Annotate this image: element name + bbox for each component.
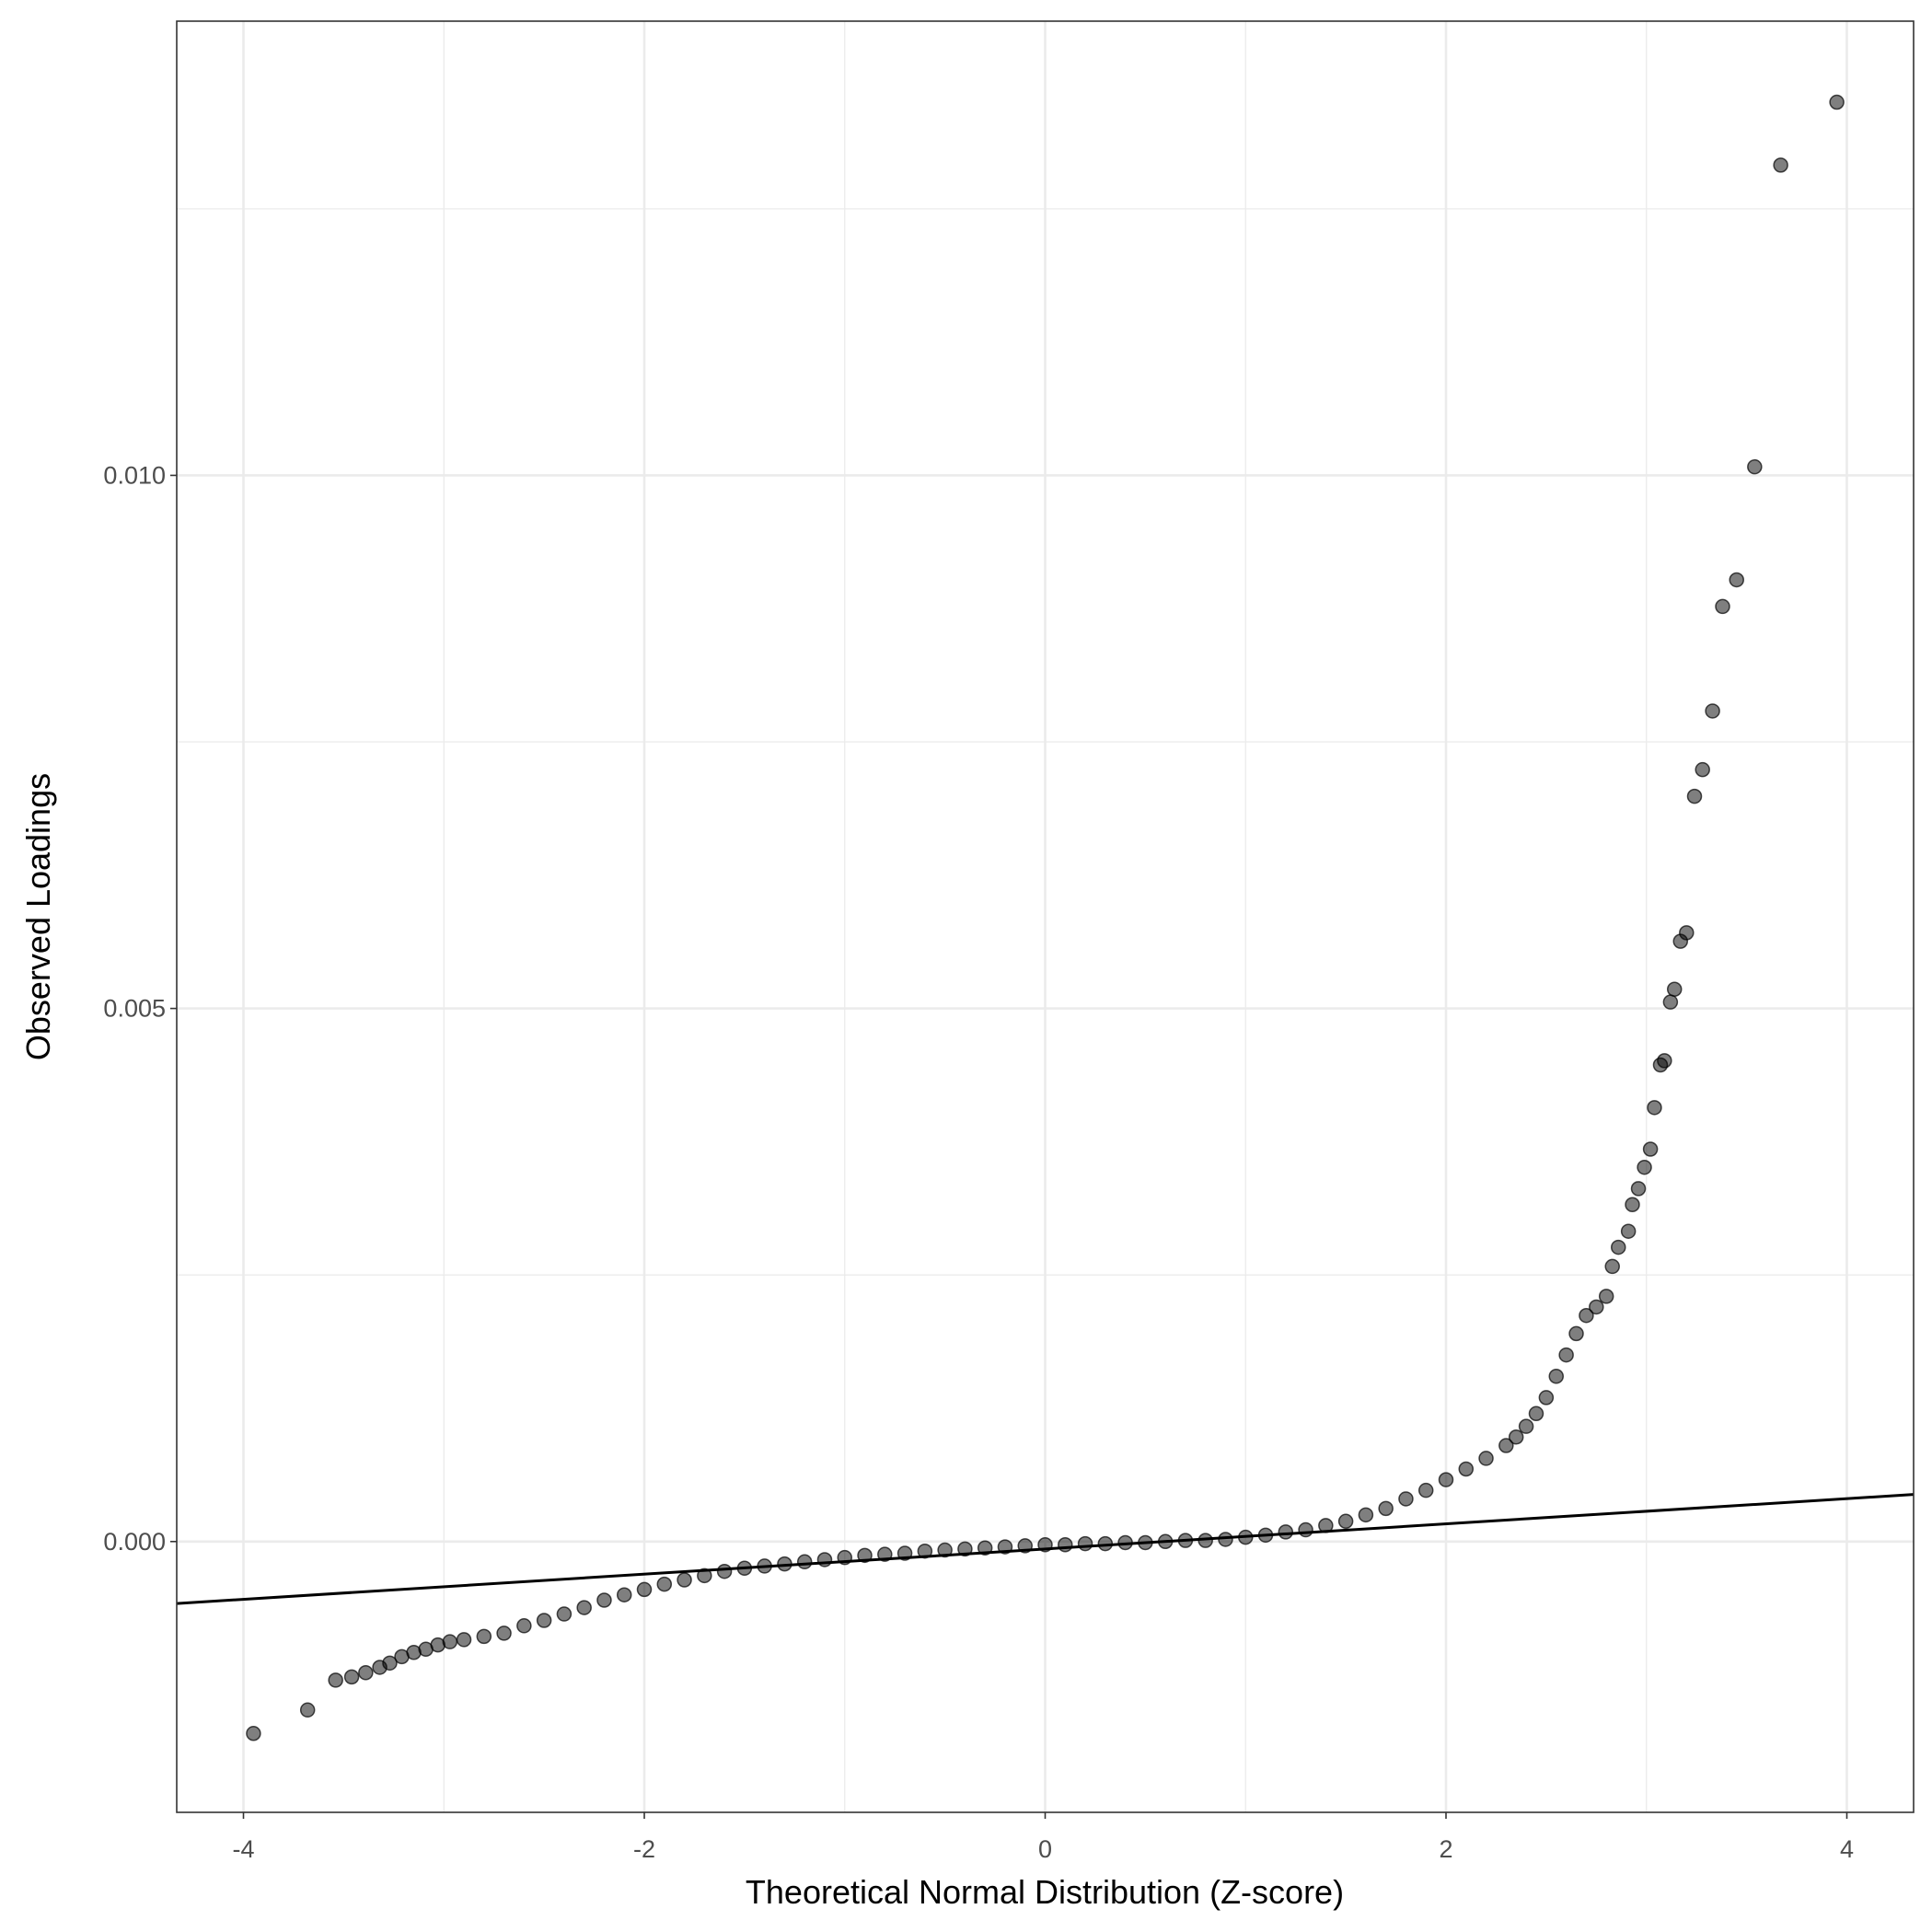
point [1398,1491,1414,1507]
point [382,1655,398,1672]
point [1729,572,1744,588]
point [1558,1347,1574,1363]
point [1604,1258,1620,1275]
point [1630,1181,1647,1197]
point [1647,1100,1662,1116]
point [442,1634,458,1649]
point [917,1543,933,1559]
point [796,1554,813,1570]
point [1508,1429,1524,1445]
point [596,1592,612,1608]
point [1679,925,1695,941]
reference-line [176,1493,1915,1605]
x-tick-label: 2 [1439,1835,1452,1863]
y-tick-label: 0.000 [103,1528,166,1556]
point [937,1542,953,1558]
point [1058,1537,1073,1553]
point [1747,458,1763,475]
point [536,1613,552,1628]
x-tick-label: -4 [233,1835,255,1863]
point [343,1669,360,1685]
point [1589,1299,1604,1315]
point [1642,1141,1659,1157]
point [1298,1521,1313,1538]
point [677,1572,692,1588]
point [1620,1223,1637,1239]
point [328,1672,343,1688]
point [1417,1482,1434,1498]
point [1686,788,1703,804]
point [1337,1513,1354,1530]
point [1378,1500,1394,1517]
point [1662,994,1679,1010]
point [1598,1289,1614,1304]
point [1625,1197,1640,1212]
overlay [176,1493,1915,1605]
x-tick-label: 4 [1840,1835,1854,1863]
point [1548,1368,1565,1384]
point [616,1587,632,1602]
point [1829,94,1845,110]
point [1579,1307,1594,1324]
point [1218,1532,1233,1547]
point [1528,1406,1544,1422]
point [1695,761,1710,778]
point [1715,598,1730,615]
point [1358,1507,1374,1523]
y-tick-label: 0.010 [103,461,166,489]
point [1568,1325,1584,1342]
x-axis-title: Theoretical Normal Distribution (Z-score… [746,1873,1344,1911]
point [1637,1159,1652,1175]
point [1077,1535,1093,1552]
point [1438,1472,1454,1487]
point [358,1665,374,1681]
point [246,1726,261,1741]
point [697,1568,712,1584]
point [656,1576,673,1592]
point [1498,1438,1514,1453]
axes: -4 -2 0 2 4 0.000 0.005 0.010 [103,461,1854,1863]
point [1538,1390,1555,1406]
point [636,1581,653,1598]
x-tick-label: 0 [1038,1835,1052,1863]
point [299,1702,316,1718]
point [1458,1461,1475,1477]
point [1478,1451,1494,1466]
point [1518,1418,1534,1434]
point [1657,1053,1672,1069]
point [476,1628,492,1645]
point [1773,157,1788,173]
y-tick-label: 0.005 [103,995,166,1023]
point [1278,1524,1294,1540]
point [576,1600,592,1615]
point [516,1618,532,1634]
y-axis-title: Observed Loadings [19,773,57,1060]
point [1666,981,1683,998]
points [246,94,1845,1741]
point [556,1606,573,1622]
point [496,1625,512,1641]
x-tick-label: -2 [633,1835,655,1863]
point [1611,1239,1626,1255]
point [1705,703,1720,719]
point [716,1563,733,1579]
point [456,1632,472,1648]
